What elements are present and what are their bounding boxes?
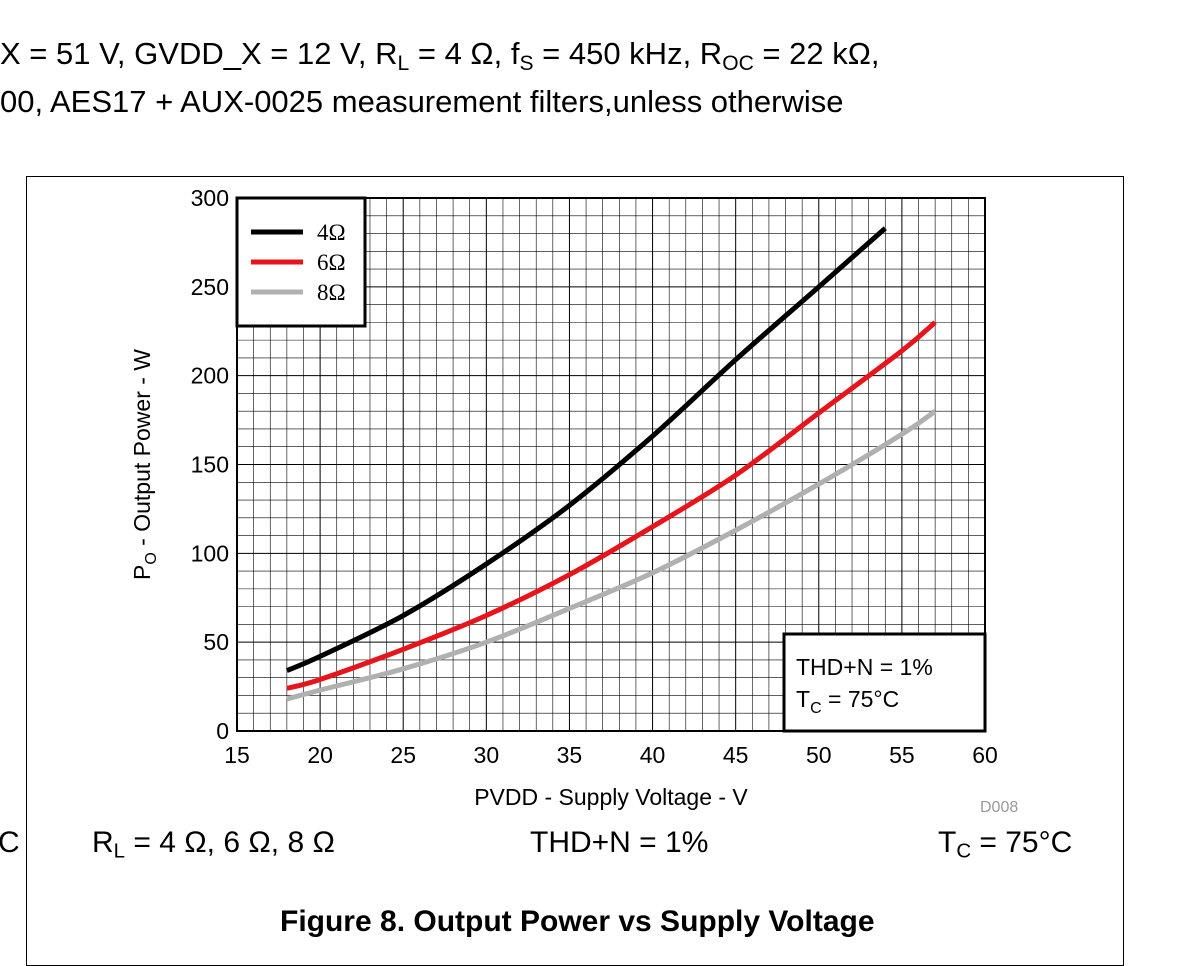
header-text-part: S bbox=[519, 51, 534, 75]
x-axis-label: PVDD - Supply Voltage - V bbox=[474, 784, 748, 810]
chart-annotation: THD+N = 1% TC = 75°C bbox=[782, 632, 987, 733]
x-tick-label: 40 bbox=[640, 742, 666, 768]
chart-series bbox=[285, 226, 937, 702]
y-axis-label-part: P bbox=[129, 565, 155, 580]
y-tick-label: 0 bbox=[216, 718, 229, 744]
legend-label: 8Ω bbox=[317, 280, 346, 305]
legend-label: 6Ω bbox=[317, 250, 346, 275]
series-line-2 bbox=[286, 320, 937, 691]
condition-text-part: T bbox=[938, 826, 957, 859]
y-tick-label: 250 bbox=[191, 274, 229, 300]
figure-caption: Figure 8. Output Power vs Supply Voltage bbox=[280, 905, 875, 938]
condition-text-part: L bbox=[113, 840, 126, 863]
y-axis-label: PO - Output Power - W bbox=[129, 349, 160, 580]
y-axis-label-part: - Output Power - W bbox=[129, 349, 155, 553]
y-tick-label: 300 bbox=[191, 185, 229, 211]
legend-label: 4Ω bbox=[317, 220, 346, 245]
header-text-part: = 450 kHz, R bbox=[533, 36, 723, 71]
x-tick-label: 35 bbox=[557, 742, 583, 768]
x-tick-label: 20 bbox=[307, 742, 333, 768]
y-axis-label-part: O bbox=[143, 552, 160, 564]
y-tick-label: 100 bbox=[191, 540, 229, 566]
series-line-3 bbox=[286, 409, 937, 702]
x-tick-label: 25 bbox=[390, 742, 416, 768]
x-tick-label: 45 bbox=[723, 742, 749, 768]
condition-text-part: = 75°C bbox=[971, 826, 1073, 859]
condition-thd: THD+N = 1% bbox=[530, 826, 709, 859]
chart-legend: 4Ω 6Ω 8Ω bbox=[235, 196, 367, 328]
annotation-temperature: TC = 75°C bbox=[796, 686, 899, 717]
condition-load-resistance: RL = 4 Ω, 6 Ω, 8 Ω bbox=[92, 826, 335, 863]
condition-text-part: C bbox=[956, 840, 972, 863]
condition-case-temperature: TC = 75°C bbox=[938, 826, 1073, 863]
header-line-2: 00, AES17 + AUX-0025 measurement filters… bbox=[0, 84, 844, 119]
annotation-thd: THD+N = 1% bbox=[796, 654, 933, 680]
header-text-part: OC bbox=[722, 51, 754, 75]
condition-text-part: R bbox=[92, 826, 114, 859]
y-tick-label: 150 bbox=[191, 452, 229, 478]
header-line-1: X = 51 V, GVDD_X = 12 V, RL = 4 Ω, fS = … bbox=[0, 36, 880, 74]
header-text-part: L bbox=[397, 51, 410, 75]
left-column-fragment: C bbox=[0, 826, 20, 859]
figure-id-watermark: D008 bbox=[980, 799, 1019, 816]
annotation-temperature-part: T bbox=[796, 686, 810, 712]
chart-tick-labels: 15 20 25 30 35 40 45 50 55 60 0 50 100 150 200 250 300 bbox=[191, 185, 998, 768]
y-tick-label: 200 bbox=[191, 363, 229, 389]
x-tick-label: 60 bbox=[972, 742, 998, 768]
plot-border bbox=[236, 197, 986, 732]
x-tick-label: 30 bbox=[474, 742, 500, 768]
header-text-part: X = 51 V, GVDD_X = 12 V, R bbox=[0, 36, 398, 71]
header-text-part: = 22 kΩ, bbox=[753, 36, 880, 71]
annotation-temperature-part: = 75°C bbox=[822, 686, 900, 712]
condition-text-part: = 4 Ω, 6 Ω, 8 Ω bbox=[125, 826, 335, 859]
x-tick-label: 50 bbox=[806, 742, 832, 768]
annotation-box bbox=[782, 632, 987, 733]
header-text-part: = 4 Ω, f bbox=[409, 36, 520, 71]
annotation-temperature-part: C bbox=[810, 700, 822, 717]
x-tick-label: 55 bbox=[889, 742, 915, 768]
series-line-1 bbox=[285, 226, 887, 673]
x-tick-label: 15 bbox=[224, 742, 250, 768]
y-tick-label: 50 bbox=[203, 629, 229, 655]
